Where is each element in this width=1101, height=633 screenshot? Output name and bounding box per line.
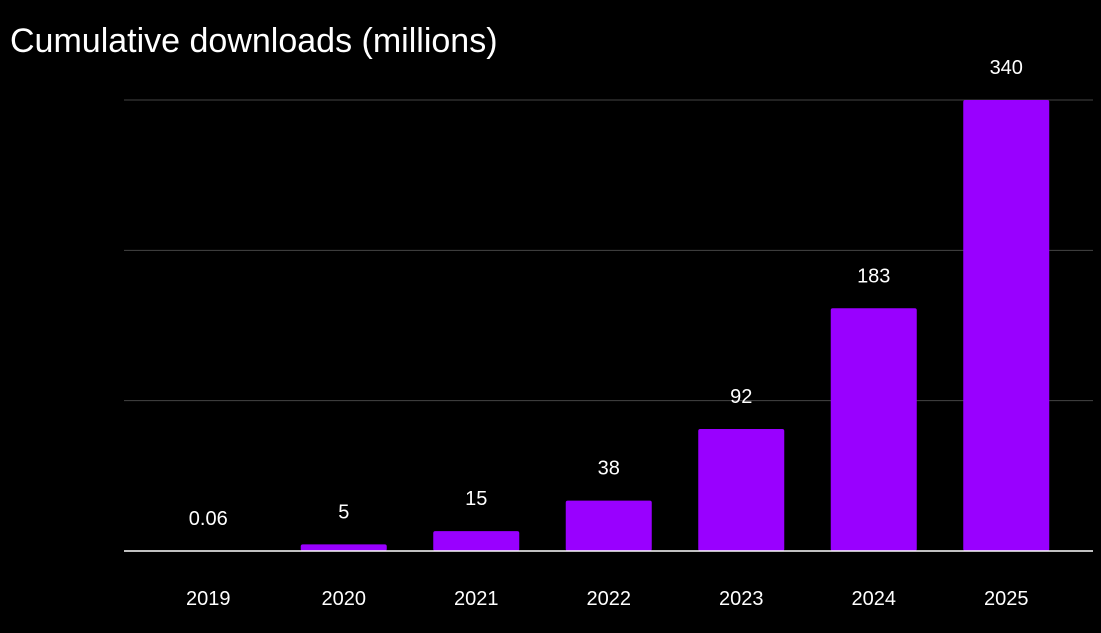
bar-2020 xyxy=(300,544,387,551)
bar-value-label-2024: 183 xyxy=(857,265,890,287)
bar-value-label-2023: 92 xyxy=(730,386,752,408)
x-tick-label-2024: 2024 xyxy=(852,588,897,610)
bar-2024 xyxy=(830,308,917,551)
bar-2022 xyxy=(565,500,652,551)
bar-2025 xyxy=(963,100,1050,551)
x-tick-labels: 2019 2020 2021 2022 2023 2024 2025 xyxy=(186,588,1029,610)
bar-value-label-2022: 38 xyxy=(598,458,620,480)
bar-value-label-2020: 5 xyxy=(338,501,349,523)
bar-value-label-2019: 0.06 xyxy=(189,508,228,530)
x-tick-label-2025: 2025 xyxy=(984,588,1029,610)
bar-value-labels: 0.06 5 15 38 92 183 340 xyxy=(189,57,1023,530)
bar-2021 xyxy=(433,531,520,551)
x-tick-label-2022: 2022 xyxy=(587,588,632,610)
x-tick-label-2020: 2020 xyxy=(322,588,367,610)
bar-value-label-2021: 15 xyxy=(465,488,487,510)
chart-title: Cumulative downloads (millions) xyxy=(10,22,498,60)
x-tick-label-2021: 2021 xyxy=(454,588,499,610)
bars xyxy=(165,100,1050,551)
bar-2023 xyxy=(698,428,785,551)
x-tick-label-2019: 2019 xyxy=(186,588,231,610)
x-tick-label-2023: 2023 xyxy=(719,588,764,610)
gridlines xyxy=(124,99,1093,402)
bar-value-label-2025: 340 xyxy=(990,57,1023,79)
